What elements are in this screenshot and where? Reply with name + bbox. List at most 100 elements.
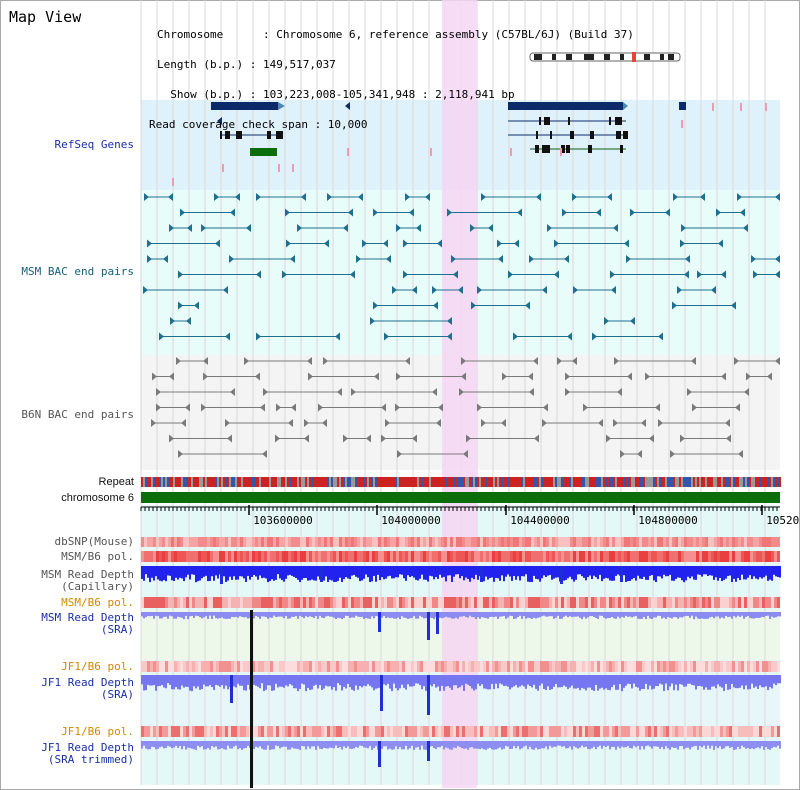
pol-cell — [666, 597, 669, 608]
bac-end-marker — [502, 372, 507, 381]
repeat-element — [439, 477, 441, 487]
track-label-jf1-depth-trimmed[interactable]: JF1 Read Depth — [41, 741, 134, 754]
track-label-b6n-bac[interactable]: B6N BAC end pairs — [21, 408, 134, 421]
pol-cell — [678, 597, 681, 608]
track-label-chromosome[interactable]: chromosome 6 — [61, 492, 134, 504]
bac-end-marker — [447, 208, 452, 217]
depth-bar — [295, 566, 297, 579]
pol-cell — [153, 597, 156, 608]
depth-bar — [365, 741, 367, 748]
pol-cell — [585, 537, 588, 547]
pol-cell — [747, 537, 750, 547]
pol-cell — [669, 537, 672, 547]
track-label-msm-depth-sra[interactable]: MSM Read Depth — [41, 611, 134, 624]
depth-bar — [583, 741, 585, 748]
repeat-element — [759, 477, 761, 487]
track-label-msm-b6-pol[interactable]: MSM/B6 pol. — [61, 550, 134, 563]
depth-bar — [375, 566, 377, 582]
depth-bar — [309, 675, 311, 690]
bac-end-marker — [737, 193, 742, 201]
depth-bar — [237, 741, 239, 750]
repeat-element — [211, 477, 213, 487]
pol-cell — [519, 661, 522, 672]
pol-cell — [549, 597, 552, 608]
depth-bar — [191, 741, 193, 749]
bac-end-marker — [286, 239, 291, 248]
depth-bar — [307, 612, 309, 618]
depth-bar — [711, 741, 713, 746]
track-label-jf1-b6-pol[interactable]: JF1/B6 pol. — [61, 660, 134, 673]
depth-bar — [779, 741, 781, 749]
depth-bar — [211, 675, 213, 688]
depth-bar — [329, 566, 331, 580]
depth-bar — [151, 612, 153, 616]
depth-bar — [443, 675, 445, 691]
depth-bar — [167, 566, 169, 576]
depth-bar — [203, 741, 205, 750]
repeat-element — [209, 477, 211, 487]
pol-cell — [219, 597, 222, 608]
depth-bar — [617, 612, 619, 617]
depth-bar — [323, 741, 325, 748]
bac-end-marker — [447, 317, 452, 325]
repeat-element — [553, 477, 555, 487]
depth-bar — [557, 741, 559, 746]
pol-cell — [423, 597, 426, 608]
pol-cell — [264, 551, 267, 562]
depth-bar — [647, 675, 649, 690]
pol-cell — [720, 537, 723, 547]
bac-end-marker — [645, 372, 650, 381]
pol-cell — [420, 537, 423, 547]
pol-cell — [372, 551, 375, 562]
gene-strand-arrow — [278, 102, 285, 110]
pol-cell — [651, 726, 654, 737]
pol-cell — [273, 597, 276, 608]
depth-bar — [281, 566, 283, 581]
depth-bar — [681, 675, 683, 685]
pol-cell — [309, 597, 312, 608]
depth-bar — [229, 612, 231, 619]
pol-cell — [390, 661, 393, 672]
bac-end-marker — [194, 301, 199, 310]
depth-bar — [759, 566, 761, 578]
track-label-msm-b6-pol-sra[interactable]: MSM/B6 pol. — [61, 596, 134, 609]
pol-cell — [534, 597, 537, 608]
depth-bar — [579, 612, 581, 618]
pol-cell — [555, 726, 558, 737]
depth-bar — [393, 741, 395, 750]
depth-bar — [449, 741, 451, 750]
exon — [589, 145, 592, 153]
depth-bar — [317, 741, 319, 747]
depth-bar — [373, 675, 375, 691]
depth-bar — [517, 566, 519, 577]
pol-cell — [720, 551, 723, 562]
track-label-refseq[interactable]: RefSeq Genes — [54, 138, 134, 151]
track-label-jf1-depth-sra[interactable]: JF1 Read Depth — [41, 676, 134, 689]
track-label-dbsnp[interactable]: dbSNP(Mouse) — [54, 535, 134, 548]
pol-cell — [195, 597, 198, 608]
depth-bar — [633, 566, 635, 578]
repeat-element — [327, 477, 329, 487]
pol-cell — [336, 537, 339, 547]
depth-bar — [581, 741, 583, 746]
depth-bar — [463, 675, 465, 691]
pol-cell — [540, 661, 543, 672]
repeat-element — [409, 477, 411, 487]
depth-bar — [391, 566, 393, 579]
repeat-element — [427, 477, 429, 487]
bac-end-marker — [308, 372, 313, 381]
track-label-jf1-b6-pol-2[interactable]: JF1/B6 pol. — [61, 725, 134, 738]
pol-cell — [249, 537, 252, 547]
pol-cell — [702, 726, 705, 737]
track-label-msm-depth-capillary[interactable]: MSM Read Depth — [41, 568, 134, 581]
repeat-element — [359, 477, 361, 487]
depth-bar — [631, 566, 633, 580]
bac-end-marker — [700, 193, 705, 201]
bac-end-marker — [178, 270, 183, 279]
track-label-repeat[interactable]: Repeat — [98, 476, 134, 488]
bac-end-marker — [711, 286, 716, 294]
pol-cell — [504, 661, 507, 672]
track-label-msm-bac[interactable]: MSM BAC end pairs — [21, 265, 134, 278]
depth-bar — [201, 612, 203, 619]
